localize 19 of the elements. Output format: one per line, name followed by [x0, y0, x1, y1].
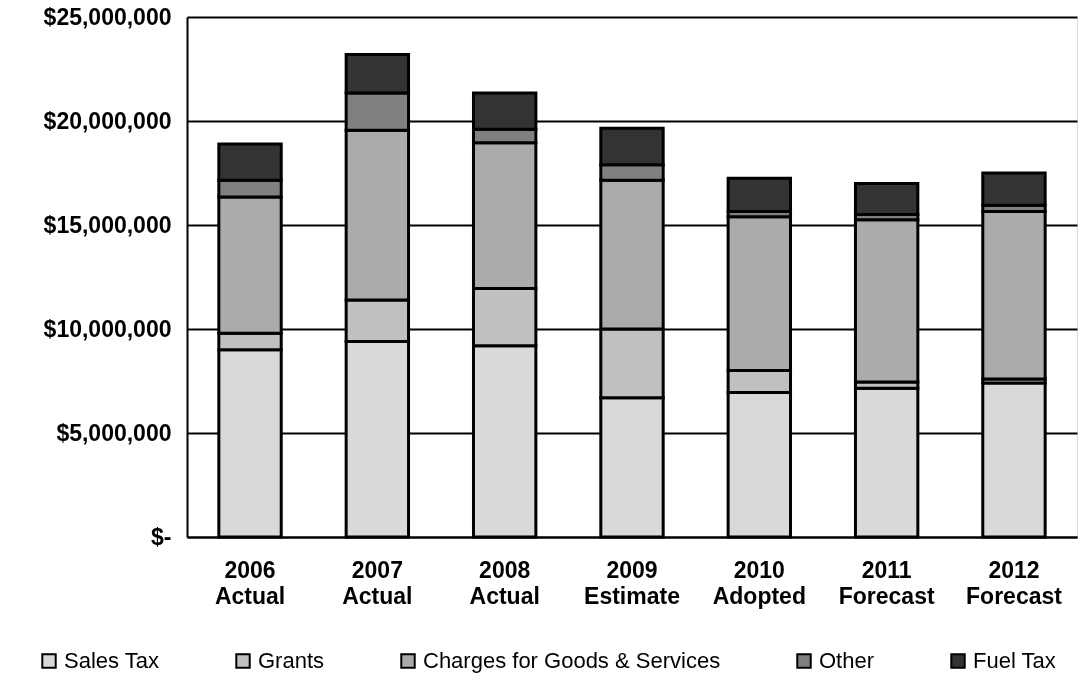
y-tick-label: $25,000,000	[43, 3, 172, 30]
x-tick-label: 2006 Actual	[214, 556, 286, 609]
x-tick-label: 2007 Actual	[342, 556, 413, 609]
x-tick-label: 2008 Actual	[469, 556, 540, 609]
y-tick-label: $5,000,000	[56, 419, 172, 446]
y-tick-label: $10,000,000	[43, 315, 172, 342]
legend-label: Other	[819, 648, 875, 673]
legend-label: Fuel Tax	[973, 648, 1056, 673]
x-tick-label: 2012 Forecast	[966, 556, 1063, 609]
y-tick-label: $20,000,000	[43, 107, 172, 134]
legend-label: Sales Tax	[64, 648, 159, 673]
y-tick-label: $15,000,000	[43, 211, 172, 238]
bar	[853, 181, 920, 217]
legend-label: Charges for Goods & Services	[423, 648, 721, 673]
legend-label: Grants	[258, 648, 325, 673]
x-tick-label: 2010 Adopted	[712, 556, 806, 609]
x-tick-label: 2009 Estimate	[584, 556, 680, 609]
y-tick-label: $-	[151, 523, 172, 550]
x-tick-label: 2011 Forecast	[838, 556, 935, 609]
